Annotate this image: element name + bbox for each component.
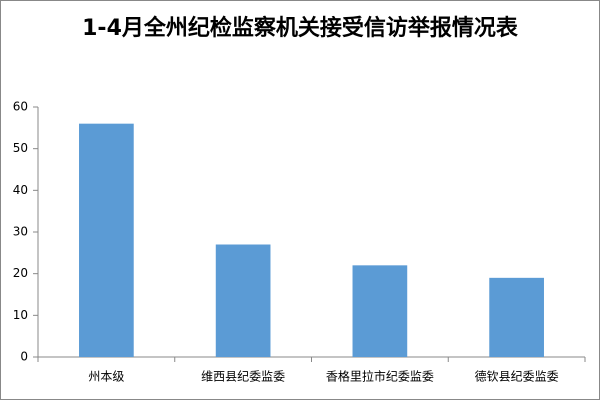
y-tick-label: 0: [20, 350, 28, 364]
y-tick-label: 20: [13, 266, 28, 280]
y-tick-label: 30: [13, 225, 28, 239]
y-tick-label: 60: [13, 100, 28, 114]
x-tick-label: 州本级: [88, 370, 124, 384]
x-tick-label: 维西县纪委监委: [201, 370, 285, 384]
x-tick-label: 德钦县纪委监委: [475, 369, 559, 384]
chart-title: 1-4月全州纪检监察机关接受信访举报情况表: [82, 16, 518, 41]
bar: [215, 244, 271, 357]
x-tick-label: 香格里拉市纪委监委: [326, 369, 434, 384]
y-tick-label: 50: [13, 141, 28, 155]
y-tick-label: 40: [13, 183, 28, 197]
bar: [489, 277, 544, 357]
bar: [352, 265, 408, 357]
y-tick-label: 10: [13, 308, 28, 322]
bar: [79, 123, 134, 358]
